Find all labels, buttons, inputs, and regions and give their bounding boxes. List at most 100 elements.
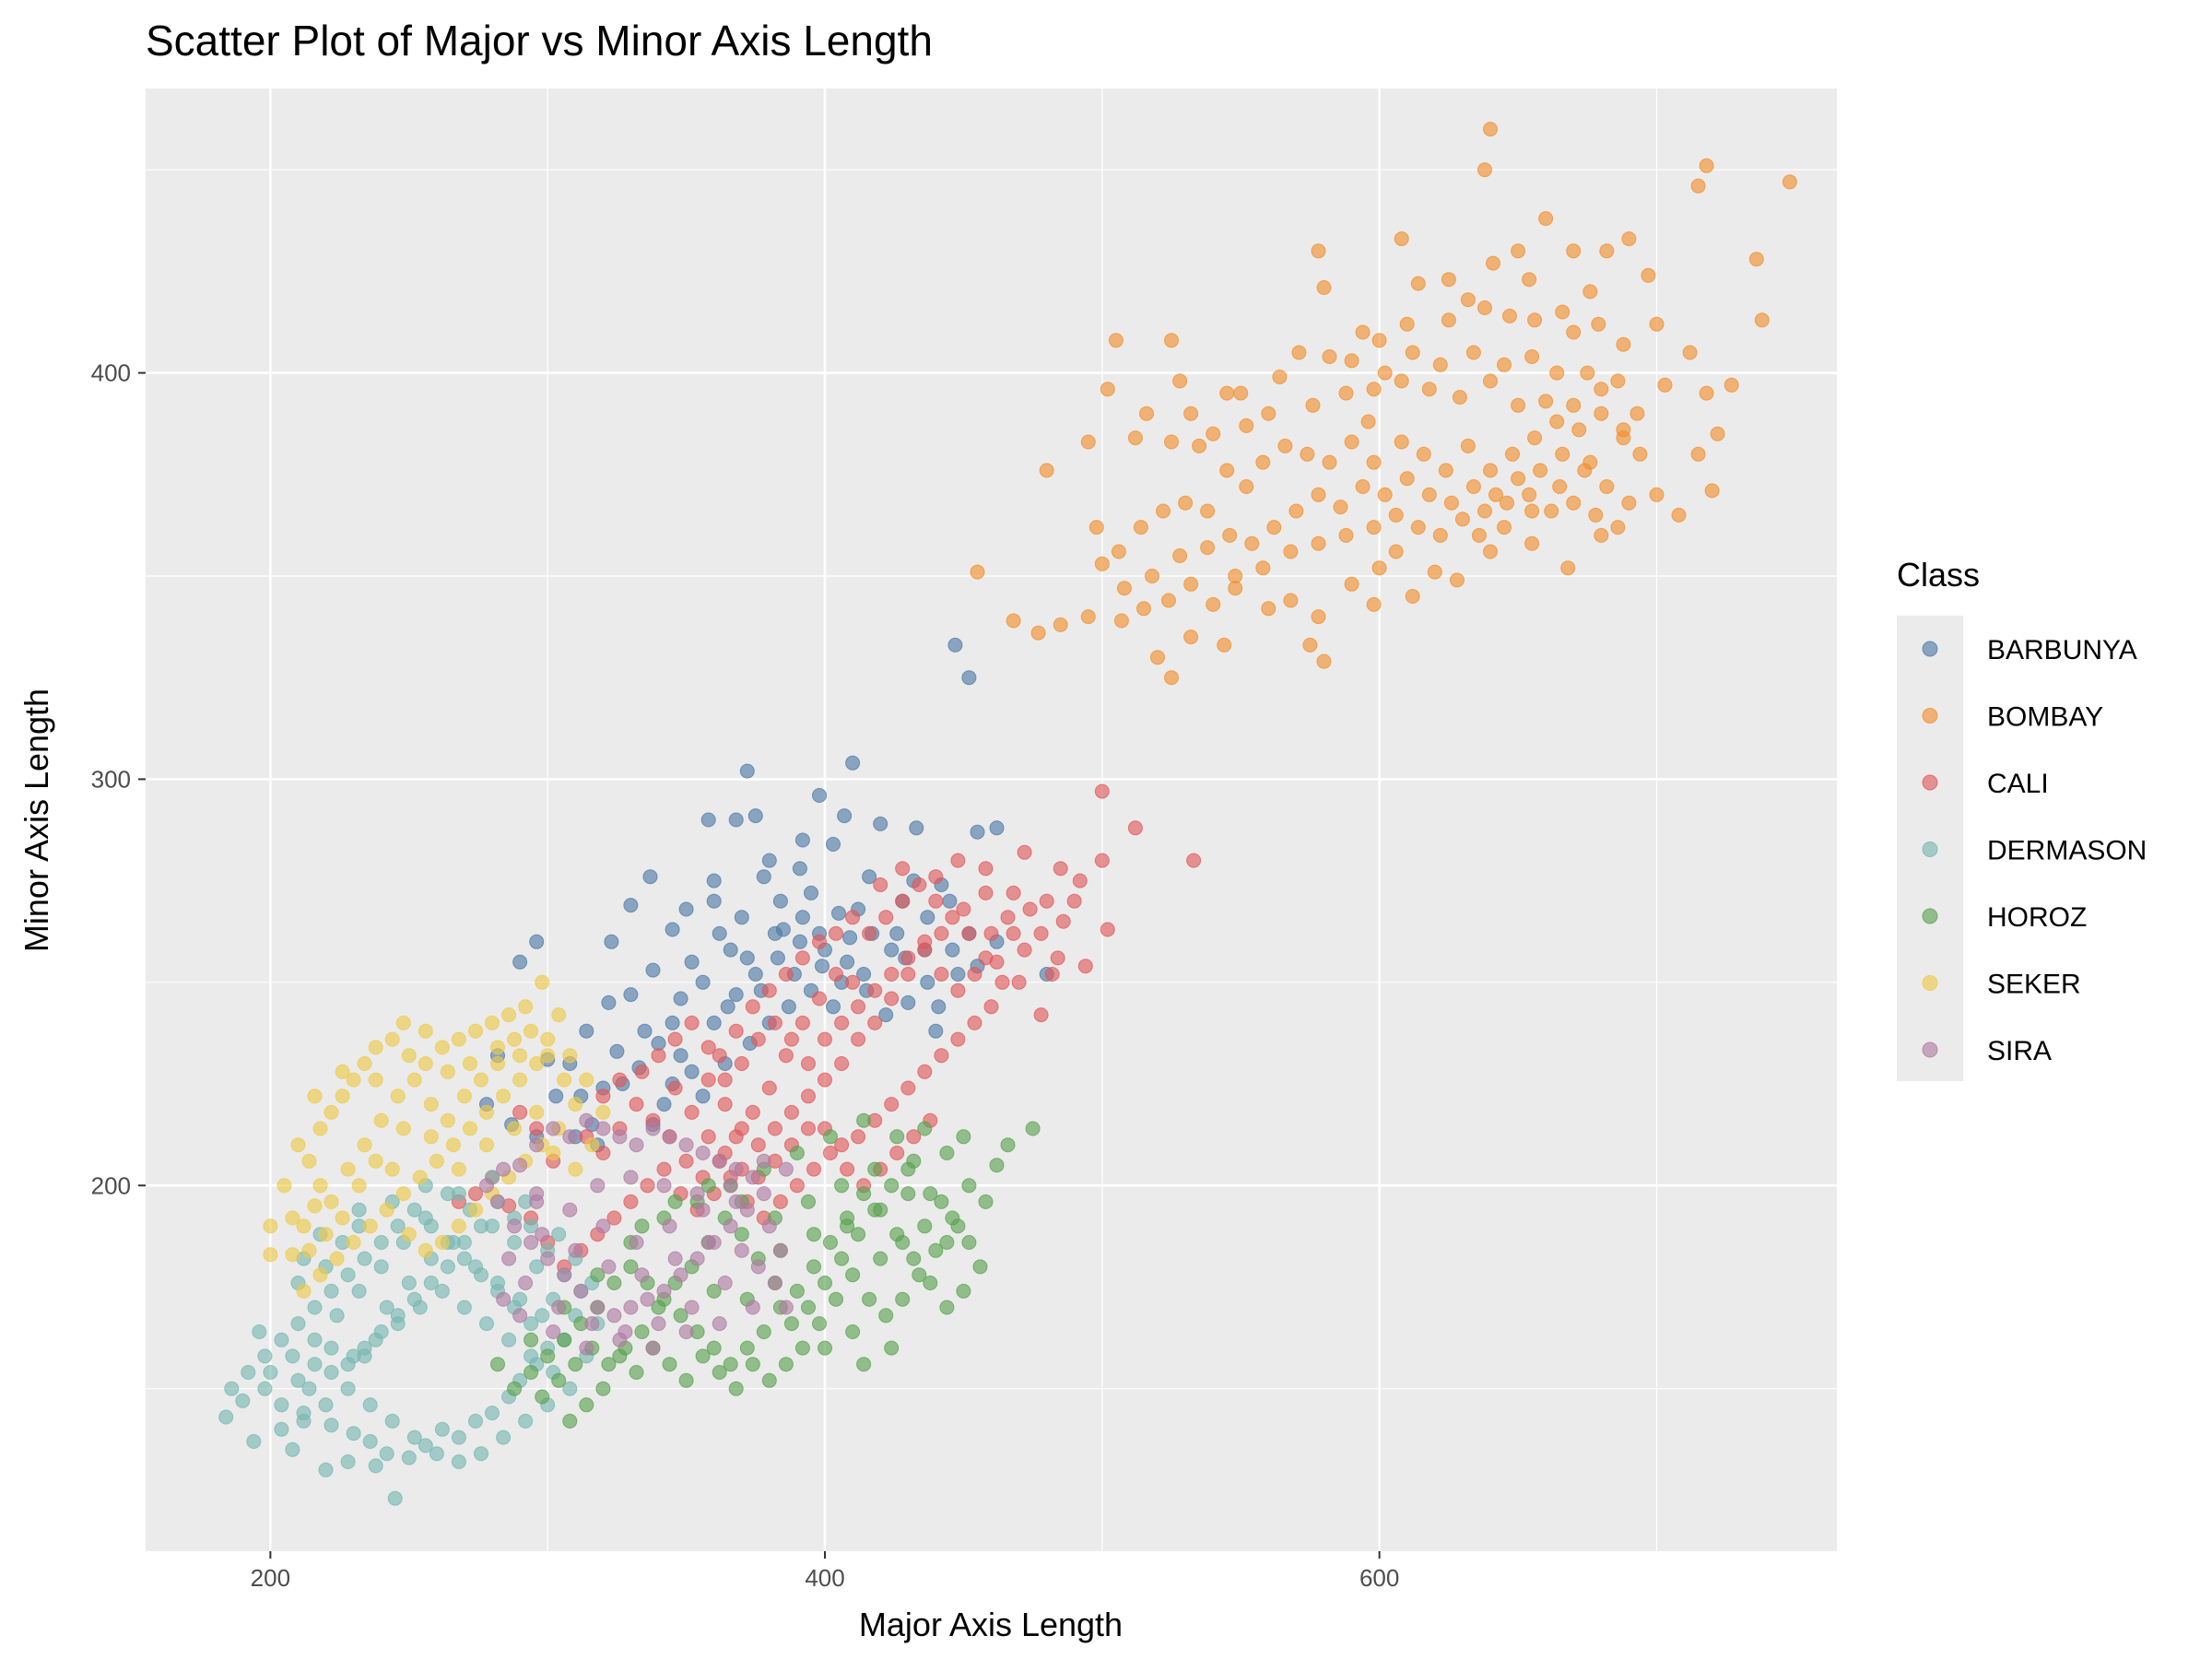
data-point (1465, 479, 1481, 494)
data-point (1441, 312, 1456, 328)
data-point (745, 1104, 760, 1120)
data-point (579, 1340, 594, 1356)
data-point (640, 1178, 655, 1194)
data-point (794, 1015, 810, 1030)
data-point (296, 1413, 312, 1429)
data-point (579, 1397, 594, 1413)
data-point (923, 1186, 938, 1202)
data-point (667, 1251, 683, 1266)
data-point (451, 1454, 466, 1469)
data-point (1511, 243, 1526, 259)
data-point (324, 1194, 339, 1209)
data-point (1571, 422, 1587, 438)
data-point (296, 1218, 312, 1234)
data-point (1630, 406, 1645, 421)
data-point (1094, 556, 1110, 571)
data-point (700, 1235, 716, 1250)
data-point (434, 1235, 450, 1250)
data-point (1594, 406, 1609, 421)
data-point (629, 1097, 644, 1112)
data-point (1344, 576, 1359, 592)
data-point (829, 1291, 843, 1307)
data-point (789, 1146, 805, 1160)
data-point (706, 873, 722, 888)
data-point (423, 1129, 439, 1145)
data-point (1133, 520, 1148, 535)
data-point (1486, 255, 1500, 271)
data-point (695, 974, 711, 990)
data-point (1649, 487, 1665, 502)
data-point (723, 1178, 738, 1194)
data-point (851, 999, 866, 1015)
data-point (609, 1043, 625, 1059)
data-point (856, 1357, 872, 1372)
data-point (640, 1291, 655, 1307)
data-point (468, 1202, 483, 1218)
data-point (900, 950, 916, 966)
data-point (529, 1137, 545, 1153)
data-point (257, 1348, 273, 1364)
data-point (781, 999, 796, 1015)
data-point (1544, 503, 1559, 519)
data-point (512, 1158, 528, 1173)
data-point (351, 1178, 367, 1194)
data-point (956, 1129, 971, 1145)
data-point (263, 1365, 278, 1380)
data-point (1566, 495, 1582, 511)
data-point (1443, 495, 1459, 511)
data-point (390, 1308, 406, 1324)
data-point (1438, 463, 1453, 478)
data-point (401, 1227, 417, 1242)
data-point (1524, 503, 1540, 519)
data-point (1594, 382, 1609, 397)
data-point (895, 861, 911, 877)
data-point (496, 1430, 512, 1445)
data-point (418, 1438, 433, 1453)
data-point (1219, 385, 1235, 401)
data-point (673, 1267, 688, 1283)
data-point (928, 869, 944, 885)
data-point (434, 1040, 450, 1055)
data-point (529, 1056, 545, 1071)
data-point (1272, 370, 1288, 384)
data-point (235, 1393, 251, 1408)
data-point (451, 1430, 466, 1445)
data-point (406, 1430, 422, 1445)
data-point (939, 1300, 955, 1315)
data-point (889, 925, 905, 941)
data-point (950, 1031, 966, 1047)
data-point (734, 1242, 749, 1258)
data-point (656, 1178, 672, 1194)
data-point (884, 1097, 900, 1112)
data-point (1261, 406, 1277, 421)
data-point (878, 910, 894, 925)
data-point (1483, 463, 1498, 478)
data-point (1641, 267, 1656, 283)
data-point (761, 853, 777, 868)
data-point (801, 1194, 816, 1209)
data-point (1305, 397, 1321, 413)
data-point (1616, 422, 1631, 438)
data-point (318, 1227, 334, 1242)
data-point (1621, 495, 1637, 511)
data-point (728, 812, 744, 828)
data-point (557, 1332, 572, 1347)
data-point (712, 1153, 727, 1169)
data-point (551, 1227, 567, 1242)
data-point (529, 1194, 545, 1209)
chart-title: Scatter Plot of Major vs Minor Axis Leng… (146, 17, 933, 65)
data-point (934, 1048, 949, 1064)
data-point (1302, 637, 1318, 653)
data-point (761, 1080, 777, 1096)
data-point (845, 910, 861, 925)
data-point (1452, 390, 1467, 405)
data-point (1239, 418, 1254, 433)
data-point (1266, 520, 1282, 535)
data-point (684, 1015, 700, 1030)
data-point (1344, 434, 1359, 450)
data-point (1399, 316, 1415, 332)
data-point (1006, 885, 1021, 900)
data-point (939, 1235, 955, 1250)
data-point (1599, 243, 1615, 259)
legend-swatch (1922, 708, 1938, 724)
